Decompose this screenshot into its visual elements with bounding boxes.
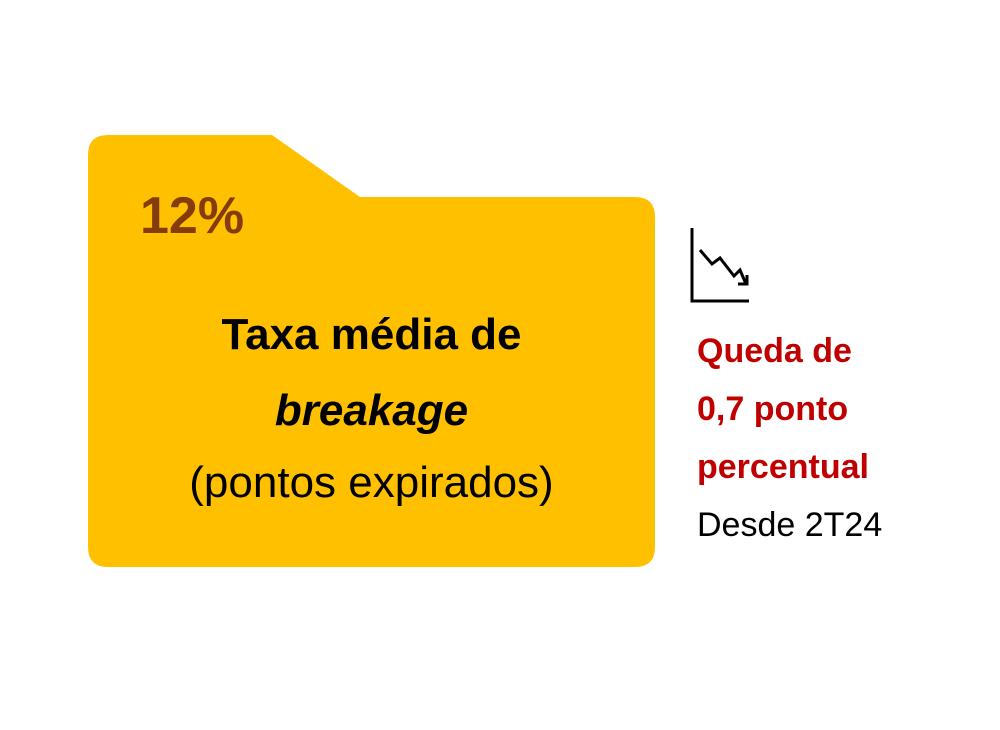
decline-icon [690,228,749,303]
card-value: 12% [140,187,245,245]
card-label: (pontos expirados) [189,458,554,507]
card-label: Taxa média de [221,310,522,359]
card-label: breakage [274,386,469,435]
folder-card [88,135,655,567]
note-highlight: 0,7 ponto [697,390,849,428]
note-since: Desde 2T24 [697,506,883,544]
note-highlight: Queda de [697,332,852,370]
note-highlight: percentual [697,448,869,486]
